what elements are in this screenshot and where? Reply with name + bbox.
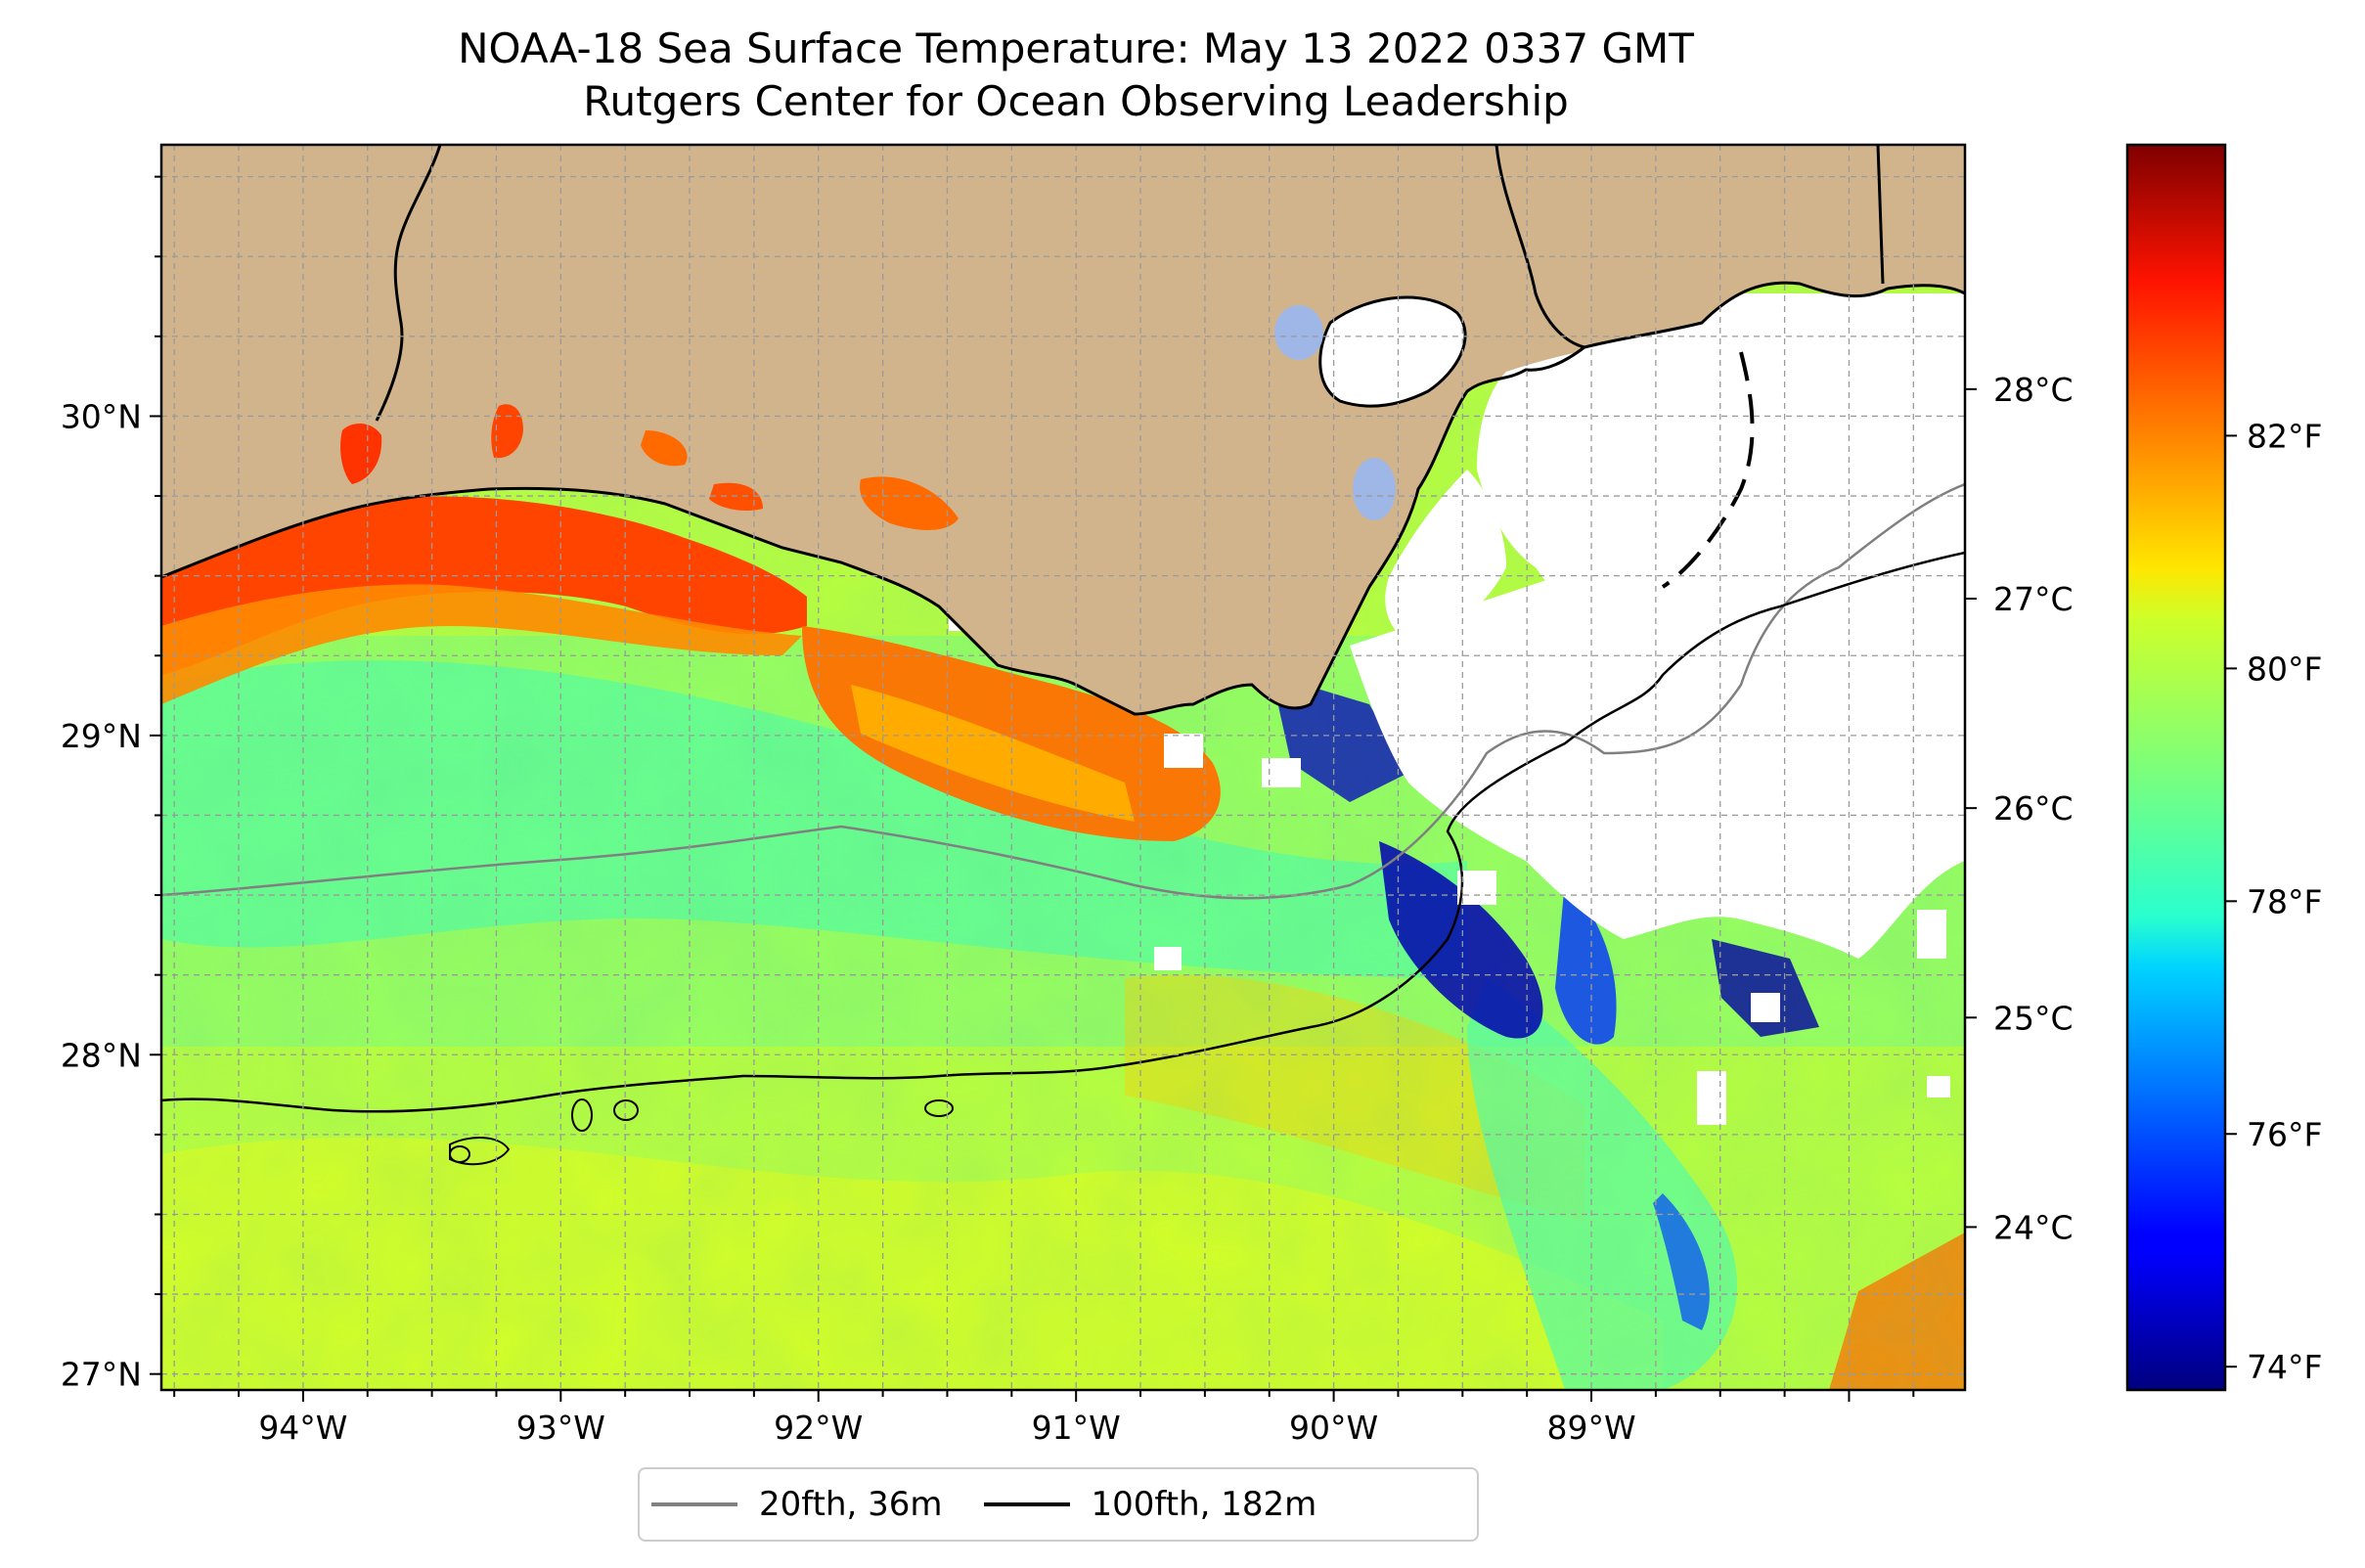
- isobath-20fth: [161, 482, 1965, 900]
- colorbar-celsius-axis: 24°C 25°C 26°C 27°C 28°C: [1965, 371, 2074, 1246]
- legend-label-20fth: 20fth, 36m: [759, 1485, 943, 1524]
- map-frame: [159, 143, 1967, 1392]
- colorbar-f-tick-label: 78°F: [2247, 882, 2322, 920]
- lon-tick-label: 90°W: [1289, 1409, 1378, 1447]
- colorbar-f-tick-label: 82°F: [2247, 417, 2322, 455]
- lat-tick-label: 30°N: [61, 397, 142, 435]
- legend-label-100fth: 100fth, 182m: [1091, 1485, 1317, 1524]
- latitude-axis: 27°N 28°N 29°N 30°N: [61, 175, 161, 1394]
- colorbar-c-tick-label: 24°C: [1993, 1208, 2074, 1246]
- lon-tick-label: 92°W: [774, 1409, 863, 1447]
- colorbar: [2127, 145, 2225, 1390]
- legend-swatch-20fth: [651, 1502, 737, 1506]
- map-panel: [161, 145, 1965, 1390]
- lon-tick-label: 93°W: [516, 1409, 605, 1447]
- lake-pontchartrain: [1318, 295, 1467, 408]
- map-subtitle: Rutgers Center for Ocean Observing Leade…: [583, 77, 1569, 125]
- colorbar-c-tick-label: 26°C: [1993, 789, 2074, 828]
- colorbar-fahrenheit-axis: 74°F 76°F 78°F 80°F 82°F: [2225, 417, 2322, 1386]
- map-title: NOAA-18 Sea Surface Temperature: May 13 …: [458, 24, 1694, 72]
- legend-item-100fth: 100fth, 182m: [983, 1485, 1317, 1524]
- legend-item-20fth: 20fth, 36m: [651, 1485, 943, 1524]
- isobath-100fth: [161, 551, 1965, 1113]
- colorbar-c-tick-label: 27°C: [1993, 580, 2074, 618]
- isobath-legend: 20fth, 36m 100fth, 182m: [638, 1467, 1479, 1542]
- legend-swatch-100fth: [983, 1502, 1070, 1506]
- colorbar-f-tick-label: 76°F: [2247, 1115, 2322, 1153]
- warm-coastal-band: [161, 496, 807, 675]
- inland-lake: [1274, 305, 1323, 360]
- colorbar-c-tick-label: 28°C: [1993, 371, 2074, 409]
- colorbar-c-tick-label: 25°C: [1993, 999, 2074, 1037]
- lon-tick-label: 94°W: [258, 1409, 347, 1447]
- map-gridlines: [161, 145, 1965, 1390]
- inland-lake: [1353, 458, 1396, 520]
- lat-tick-label: 29°N: [61, 717, 142, 755]
- lon-tick-label: 89°W: [1546, 1409, 1635, 1447]
- colorbar-f-tick-label: 74°F: [2247, 1348, 2322, 1386]
- coastline: [161, 281, 1965, 716]
- longitude-axis: 94°W 93°W 92°W 91°W 90°W 89°W: [173, 1390, 1915, 1447]
- colorbar-f-tick-label: 80°F: [2247, 650, 2322, 688]
- lat-tick-label: 27°N: [61, 1356, 142, 1394]
- land-louisiana: [161, 145, 1965, 714]
- lat-tick-label: 28°N: [61, 1036, 142, 1074]
- lon-tick-label: 91°W: [1032, 1409, 1121, 1447]
